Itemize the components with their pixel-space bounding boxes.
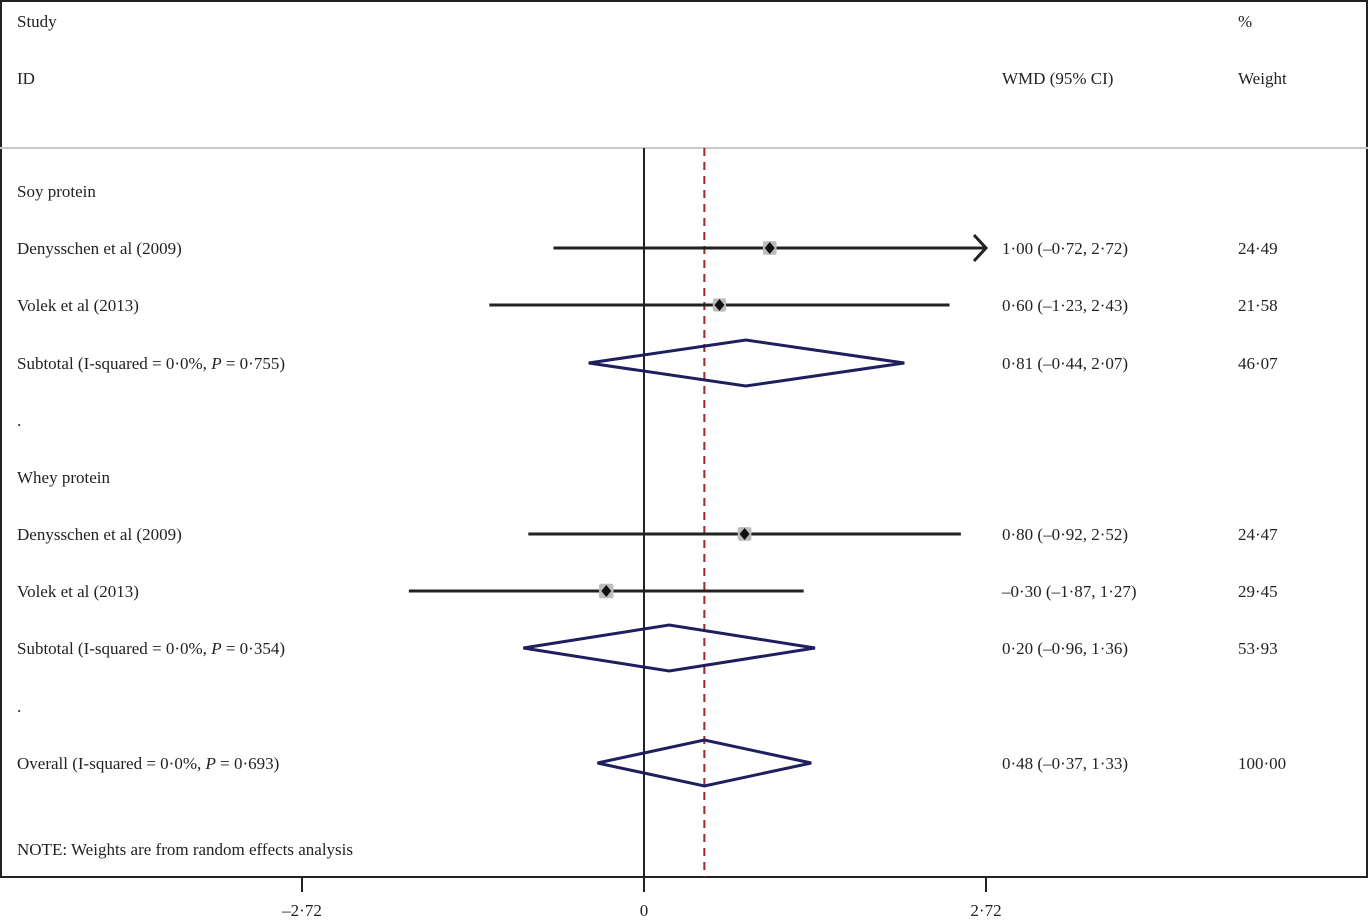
study-label: Denysschen et al (2009) [17,239,182,258]
point-estimate [601,585,612,597]
subtotal-label: Subtotal (I-squared = 0·0%, P = 0·755) [17,354,285,373]
overall-label: Overall (I-squared = 0·0%, P = 0·693) [17,754,279,773]
spacer-label: . [17,697,21,716]
header-effect: WMD (95% CI) [1002,69,1113,88]
study-label: Volek et al (2013) [17,296,139,315]
weight-text: 29·45 [1238,582,1278,601]
study-label: Volek et al (2013) [17,582,139,601]
weight-text: 21·58 [1238,296,1278,315]
weight-text: 46·07 [1238,354,1278,373]
header-id: ID [17,69,35,88]
header-weight: Weight [1238,69,1287,88]
weight-text: 53·93 [1238,639,1278,658]
weight-text: 100·00 [1238,754,1286,773]
weight-text: 24·49 [1238,239,1278,258]
effect-ci-text: 1·00 (–0·72, 2·72) [1002,239,1128,258]
effect-ci-text: –0·30 (–1·87, 1·27) [1001,582,1137,601]
group-label: Whey protein [17,468,110,487]
x-tick-label: –2·72 [281,901,322,920]
x-tick-label: 0 [640,901,649,920]
weight-text: 24·47 [1238,525,1278,544]
note: NOTE: Weights are from random effects an… [17,840,353,859]
header-percent: % [1238,12,1252,31]
header-study: Study [17,12,57,31]
subtotal-diamond [523,623,816,673]
effect-ci-text: 0·81 (–0·44, 2·07) [1002,354,1128,373]
subtotal-diamond [588,338,905,388]
effect-ci-text: 0·48 (–0·37, 1·33) [1002,754,1128,773]
point-estimate [714,299,725,311]
point-estimate [764,242,775,254]
ci-arrow [972,233,989,263]
study-label: Denysschen et al (2009) [17,525,182,544]
subtotal-label: Subtotal (I-squared = 0·0%, P = 0·354) [17,639,285,658]
x-tick-label: 2·72 [970,901,1001,920]
point-estimate [739,528,750,540]
overall-diamond [597,738,812,788]
group-label: Soy protein [17,182,96,201]
effect-ci-text: 0·20 (–0·96, 1·36) [1002,639,1128,658]
spacer-label: . [17,411,21,430]
effect-ci-text: 0·80 (–0·92, 2·52) [1002,525,1128,544]
effect-ci-text: 0·60 (–1·23, 2·43) [1002,296,1128,315]
